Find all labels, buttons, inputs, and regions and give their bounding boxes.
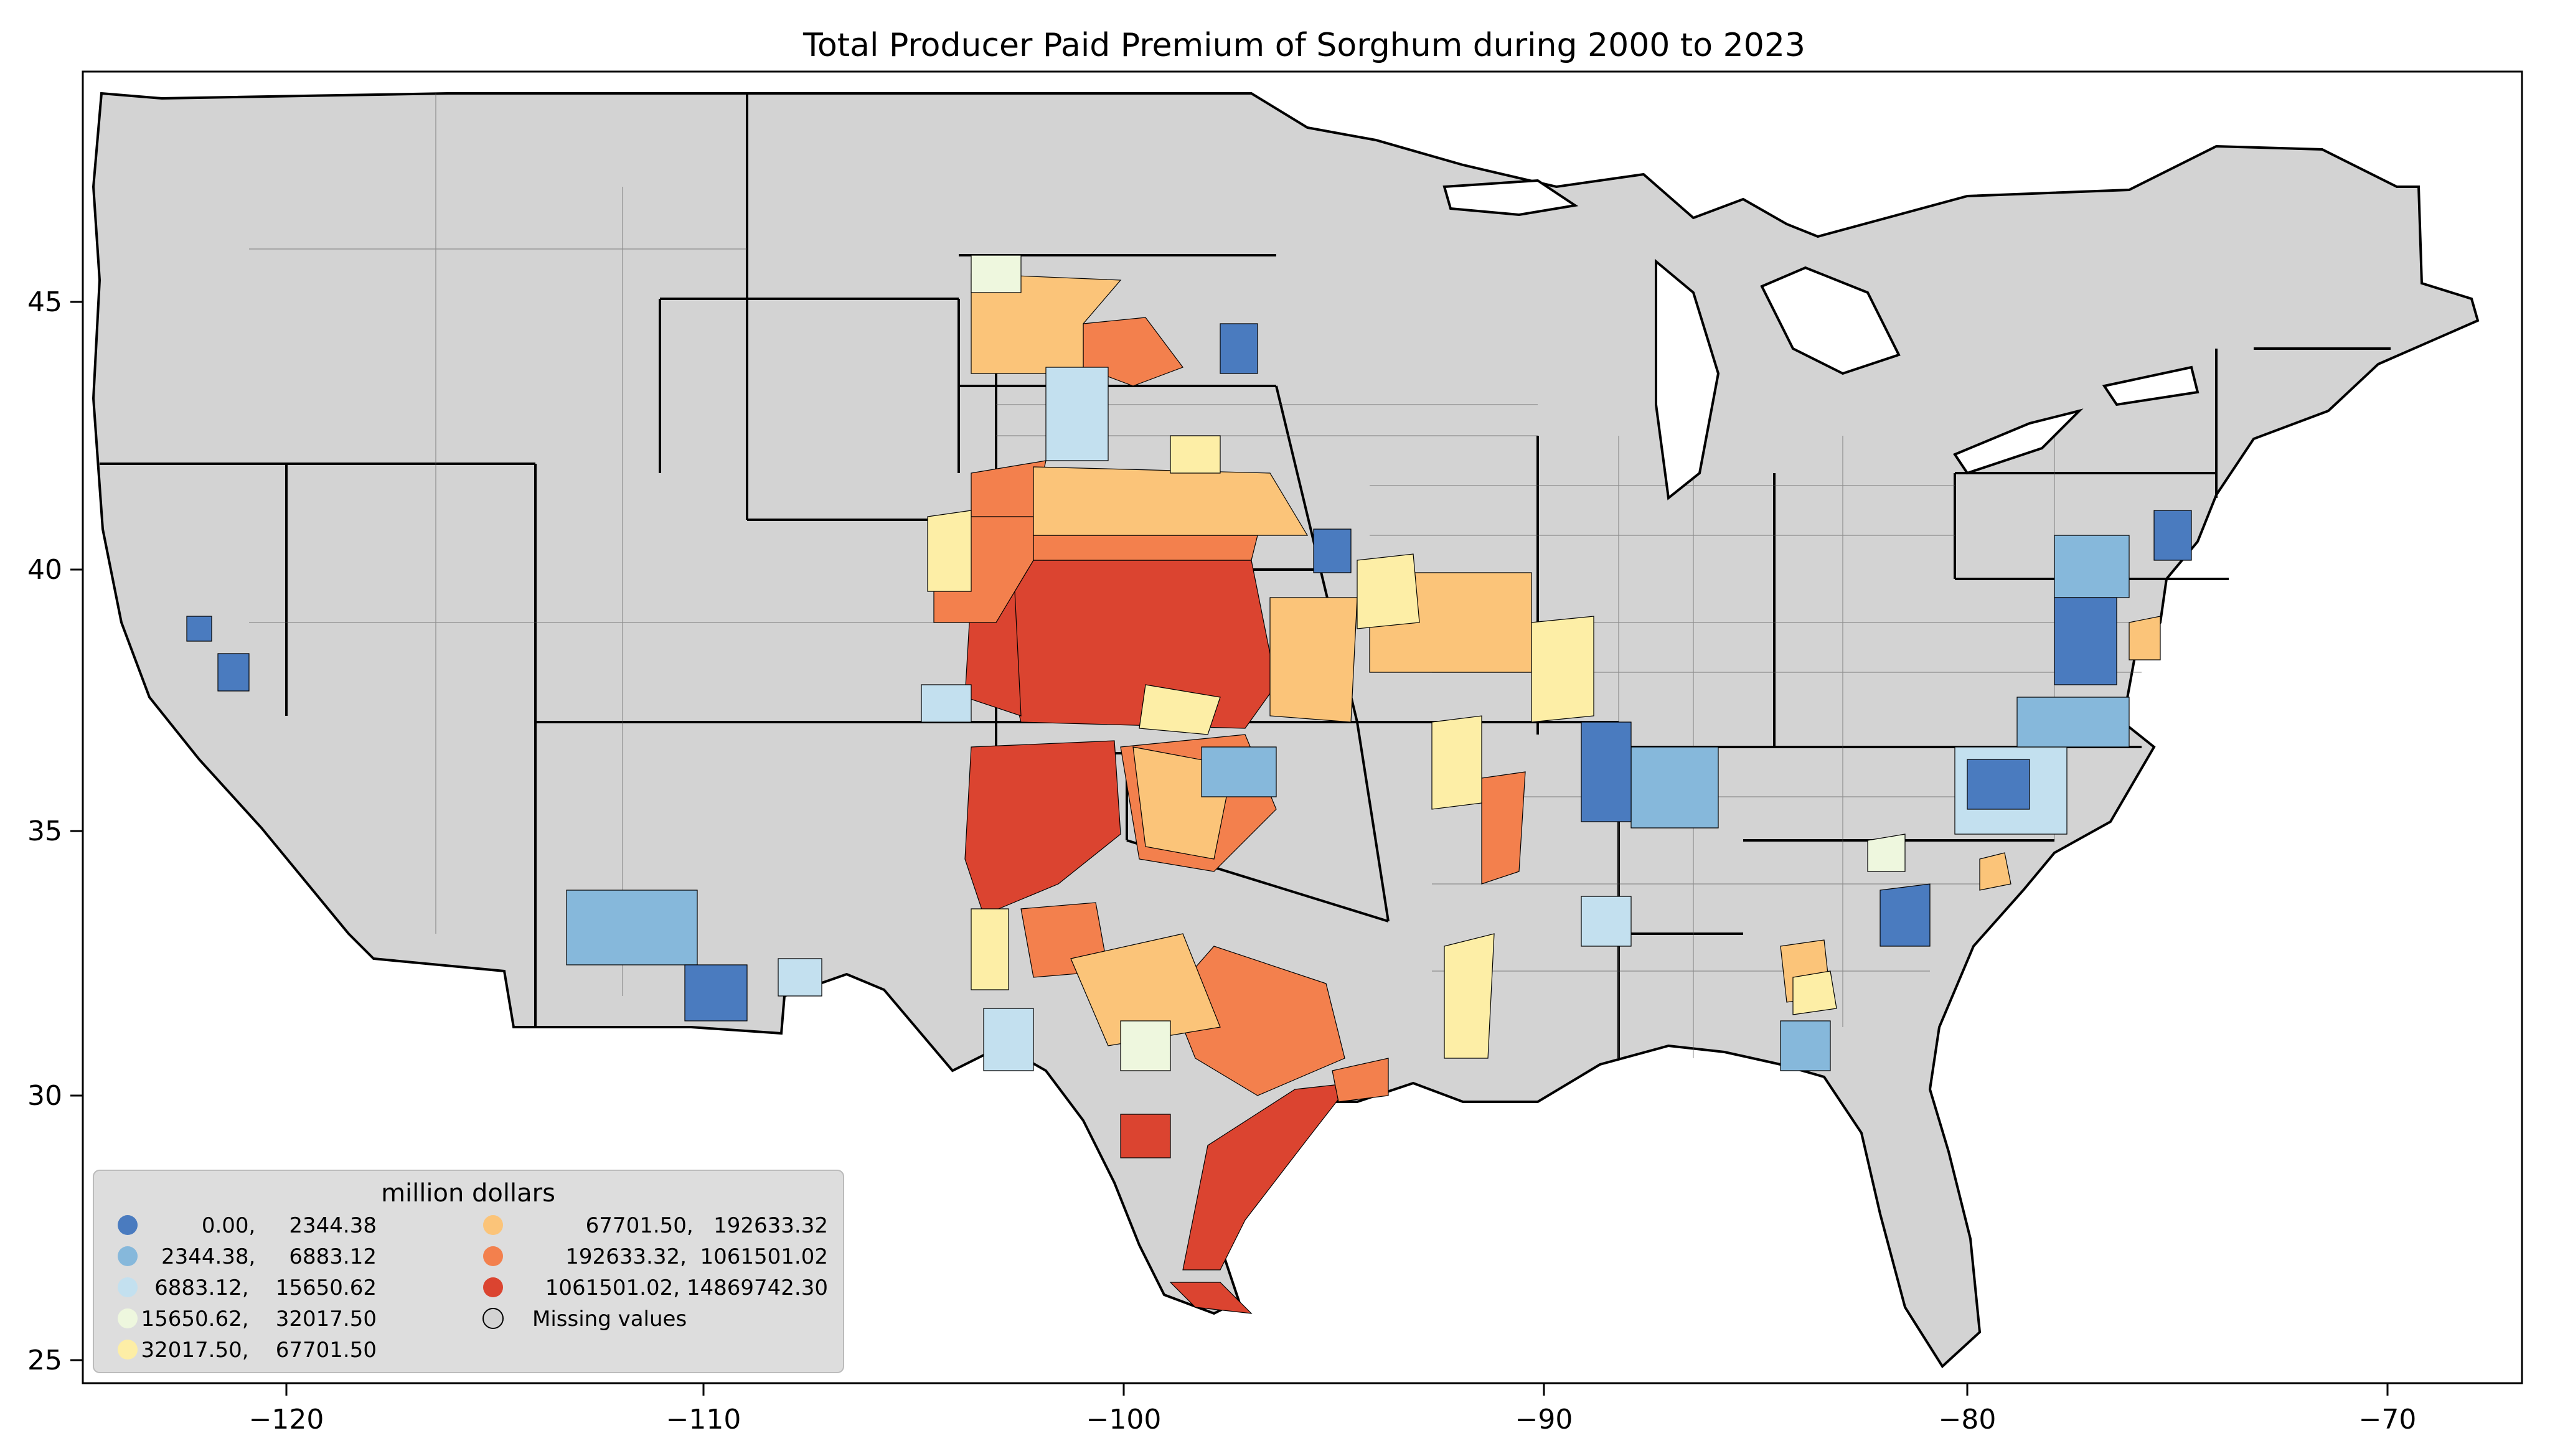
legend: million dollars 0.00, 2344.38 2344.38, 6… (93, 1170, 844, 1373)
x-tick-label: −120 (249, 1404, 324, 1435)
y-tick-label: 25 (27, 1345, 62, 1376)
y-tick-label: 35 (27, 815, 62, 847)
legend-label: 192633.32, 1061501.02 (565, 1244, 828, 1269)
legend-label: 6883.12, 15650.62 (154, 1275, 377, 1300)
legend-swatch (483, 1246, 503, 1266)
sorghum-premium-fills (186, 255, 2192, 1314)
great-lakes (1442, 179, 2199, 500)
x-tick-label: −80 (1939, 1404, 1997, 1435)
legend-label: 1061501.02, 14869742.30 (545, 1275, 828, 1300)
x-tick-label: −100 (1086, 1404, 1162, 1435)
legend-swatch (118, 1246, 138, 1266)
us-land (92, 92, 2480, 1369)
legend-swatch (483, 1215, 503, 1235)
legend-swatch (483, 1277, 503, 1297)
map-area (92, 92, 2480, 1369)
x-tick-label: −70 (2359, 1404, 2417, 1435)
legend-label: 15650.62, 32017.50 (141, 1307, 377, 1332)
legend-swatch (118, 1340, 138, 1360)
y-tick-label: 30 (27, 1080, 62, 1112)
legend-label: 2344.38, 6883.12 (161, 1244, 377, 1269)
legend-title: million dollars (381, 1179, 555, 1208)
legend-swatch (118, 1215, 138, 1235)
legend-box (93, 1170, 844, 1373)
legend-label: Missing values (532, 1307, 687, 1332)
x-tick-label: −90 (1515, 1404, 1573, 1435)
x-axis: −120 −110 −100 −90 −80 −70 (249, 1383, 2417, 1435)
legend-swatch-missing (482, 1308, 504, 1329)
y-tick-label: 40 (27, 554, 62, 586)
x-tick-label: −110 (666, 1404, 741, 1435)
legend-label: 32017.50, 67701.50 (141, 1338, 377, 1363)
legend-label: 67701.50, 192633.32 (586, 1213, 828, 1238)
y-axis: 45 40 35 30 25 (27, 286, 83, 1376)
legend-label: 0.00, 2344.38 (202, 1213, 377, 1238)
map-title: Total Producer Paid Premium of Sorghum d… (802, 27, 1805, 64)
legend-swatch (118, 1277, 138, 1297)
legend-swatch (118, 1308, 138, 1328)
y-tick-label: 45 (27, 286, 62, 318)
